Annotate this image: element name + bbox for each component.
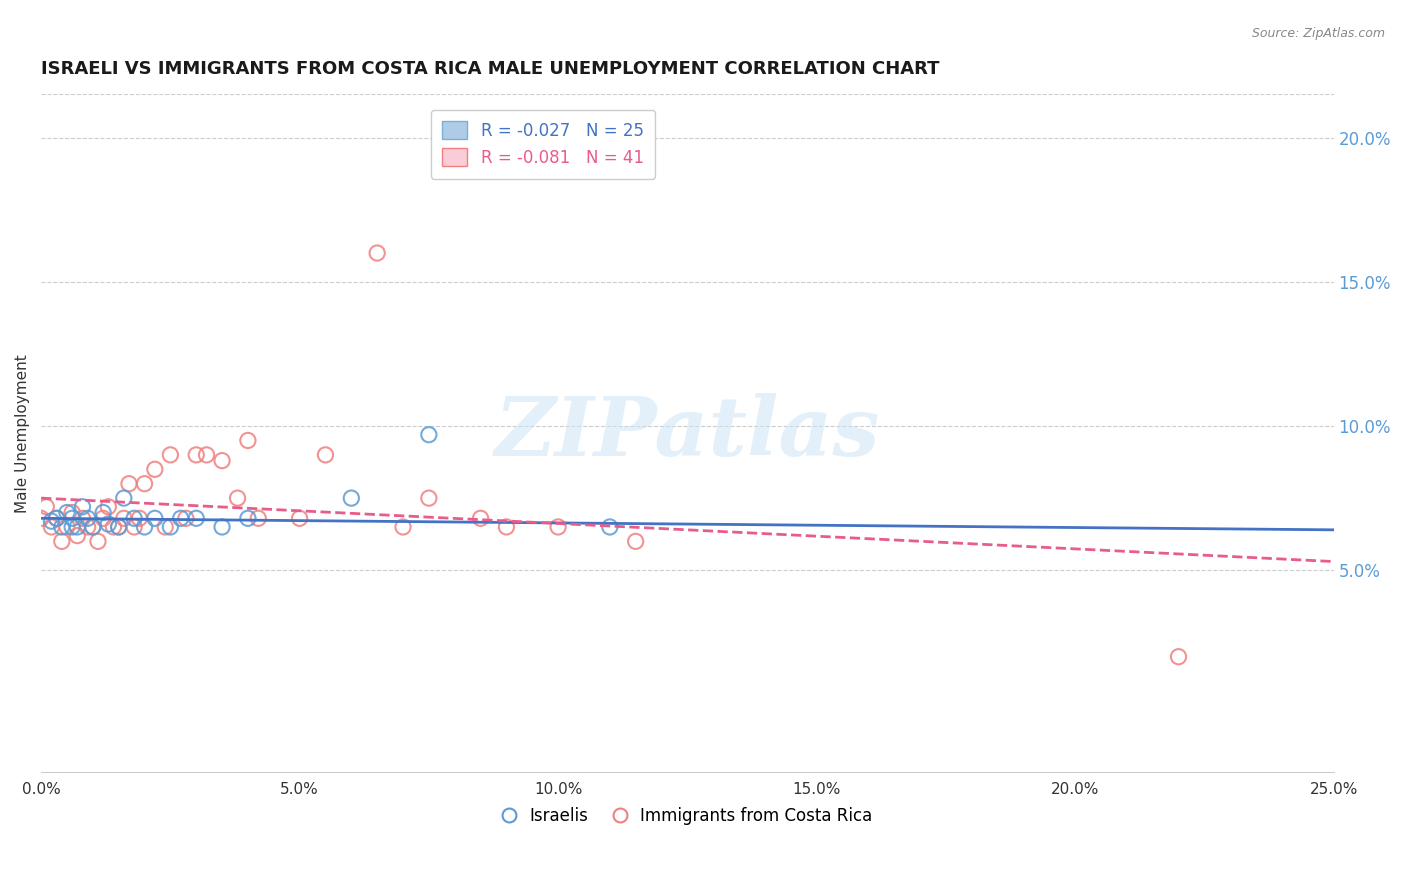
Point — [170, 511, 193, 525]
Point — [41, 514, 63, 528]
Point — [91, 511, 114, 525]
Point — [314, 448, 336, 462]
Point — [159, 520, 181, 534]
Point — [153, 520, 176, 534]
Y-axis label: Male Unemployment: Male Unemployment — [15, 354, 30, 513]
Point — [470, 511, 492, 525]
Point — [45, 511, 67, 525]
Point — [418, 427, 440, 442]
Point — [41, 520, 63, 534]
Point — [76, 520, 98, 534]
Point — [418, 491, 440, 505]
Point — [45, 511, 67, 525]
Point — [76, 511, 98, 525]
Point — [392, 520, 415, 534]
Point — [82, 520, 104, 534]
Point — [122, 511, 145, 525]
Point — [30, 511, 52, 525]
Point — [547, 520, 569, 534]
Point — [1167, 649, 1189, 664]
Point — [112, 491, 135, 505]
Point — [288, 511, 311, 525]
Point — [134, 476, 156, 491]
Point — [236, 511, 259, 525]
Point — [87, 534, 110, 549]
Point — [82, 520, 104, 534]
Point — [107, 520, 129, 534]
Point — [134, 520, 156, 534]
Point — [211, 520, 233, 534]
Point — [60, 520, 83, 534]
Point — [91, 506, 114, 520]
Point — [97, 500, 120, 514]
Point — [195, 448, 218, 462]
Point — [118, 476, 141, 491]
Point — [35, 500, 58, 514]
Point — [107, 520, 129, 534]
Point — [143, 462, 166, 476]
Point — [236, 434, 259, 448]
Point — [122, 520, 145, 534]
Point — [211, 453, 233, 467]
Point — [174, 511, 197, 525]
Text: ZIPatlas: ZIPatlas — [495, 393, 880, 474]
Point — [247, 511, 270, 525]
Text: Source: ZipAtlas.com: Source: ZipAtlas.com — [1251, 27, 1385, 40]
Point — [159, 448, 181, 462]
Legend: Israelis, Immigrants from Costa Rica: Israelis, Immigrants from Costa Rica — [496, 800, 879, 831]
Point — [51, 534, 73, 549]
Point — [186, 511, 208, 525]
Point — [56, 520, 79, 534]
Point — [128, 511, 150, 525]
Point — [186, 448, 208, 462]
Point — [340, 491, 363, 505]
Text: ISRAELI VS IMMIGRANTS FROM COSTA RICA MALE UNEMPLOYMENT CORRELATION CHART: ISRAELI VS IMMIGRANTS FROM COSTA RICA MA… — [41, 60, 939, 78]
Point — [60, 511, 83, 525]
Point — [226, 491, 249, 505]
Point — [112, 511, 135, 525]
Point — [495, 520, 517, 534]
Point — [599, 520, 621, 534]
Point — [143, 511, 166, 525]
Point — [97, 517, 120, 532]
Point — [72, 500, 94, 514]
Point — [103, 520, 125, 534]
Point — [51, 520, 73, 534]
Point — [60, 506, 83, 520]
Point — [56, 506, 79, 520]
Point — [624, 534, 647, 549]
Point — [72, 511, 94, 525]
Point — [66, 520, 89, 534]
Point — [366, 246, 388, 260]
Point — [66, 528, 89, 542]
